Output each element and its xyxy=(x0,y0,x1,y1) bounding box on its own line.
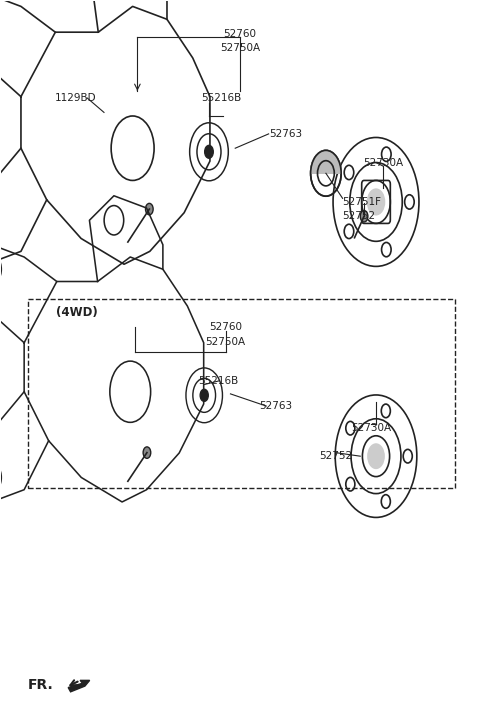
Circle shape xyxy=(143,447,151,458)
Text: 52730A: 52730A xyxy=(363,157,403,168)
Text: 52763: 52763 xyxy=(259,401,292,411)
Circle shape xyxy=(367,189,384,215)
Text: 55216B: 55216B xyxy=(201,93,241,103)
Circle shape xyxy=(368,444,384,469)
Wedge shape xyxy=(311,150,341,173)
Text: 52730A: 52730A xyxy=(351,423,391,433)
Bar xyxy=(28,298,455,488)
Circle shape xyxy=(360,211,368,222)
Text: 52751F: 52751F xyxy=(343,197,382,207)
Text: 52752: 52752 xyxy=(319,452,352,461)
Text: 52752: 52752 xyxy=(343,211,376,221)
Text: 55216B: 55216B xyxy=(198,376,239,386)
Circle shape xyxy=(204,145,213,158)
Text: 52750A: 52750A xyxy=(220,43,260,53)
Text: 1129BD: 1129BD xyxy=(55,93,96,103)
Circle shape xyxy=(145,203,153,215)
Text: 52760: 52760 xyxy=(224,29,256,39)
Circle shape xyxy=(200,389,208,401)
Text: (4WD): (4WD) xyxy=(56,306,98,319)
Text: FR.: FR. xyxy=(28,679,53,692)
Text: 52763: 52763 xyxy=(269,129,302,139)
Text: 52760: 52760 xyxy=(209,322,242,332)
Polygon shape xyxy=(68,680,90,692)
Text: 52750A: 52750A xyxy=(205,336,246,347)
